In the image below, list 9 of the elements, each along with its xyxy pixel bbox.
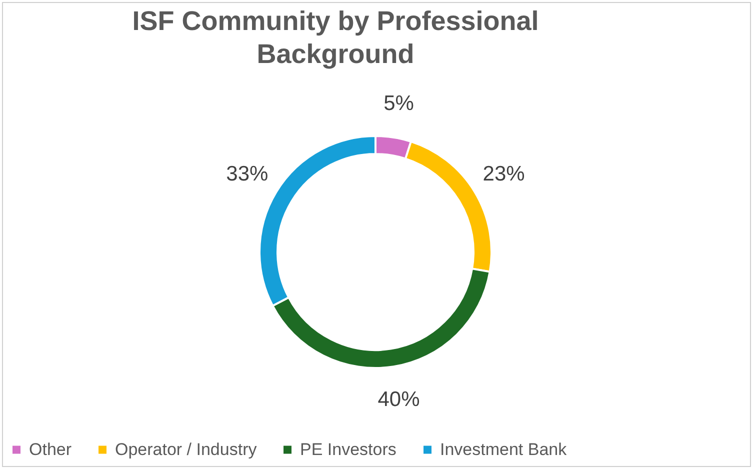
legend-label: Other bbox=[29, 440, 72, 459]
legend-label: PE Investors bbox=[300, 440, 396, 459]
data-label: 33% bbox=[226, 162, 268, 186]
data-label: 5% bbox=[384, 92, 414, 115]
data-label: 40% bbox=[378, 388, 420, 412]
chart-title: ISF Community by Professional Background bbox=[132, 6, 539, 69]
legend-label: Operator / Industry bbox=[115, 440, 258, 459]
legend-label: Investment Bank bbox=[440, 440, 568, 459]
data-label: 23% bbox=[482, 162, 525, 186]
